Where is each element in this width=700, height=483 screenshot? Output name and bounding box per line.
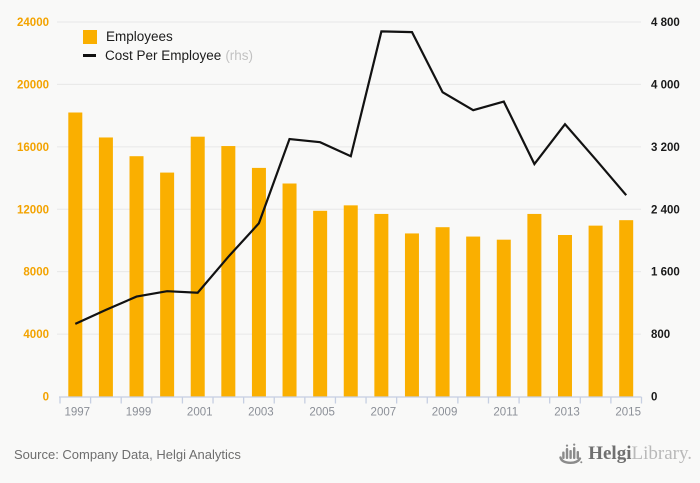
chart-footer: Source: Company Data, Helgi Analytics He…: [0, 431, 700, 483]
svg-text:4 000: 4 000: [651, 79, 680, 91]
bar-2006: [343, 205, 358, 397]
svg-text:2011: 2011: [493, 407, 518, 419]
svg-text:8000: 8000: [23, 267, 49, 279]
bar-2000: [160, 172, 175, 397]
svg-text:2007: 2007: [371, 407, 397, 419]
svg-text:2001: 2001: [187, 407, 213, 419]
chart-legend: Employees Cost Per Employee (rhs): [83, 27, 253, 65]
bar-2008: [404, 233, 419, 397]
line-swatch-icon: [83, 54, 96, 57]
bar-1998: [98, 137, 113, 397]
employees-bars: [68, 112, 634, 397]
svg-text:2005: 2005: [309, 407, 335, 419]
chart-canvas: 1997 1999 2001 2003 2005 2007 2009 2011 2013 2015…: [17, 17, 680, 419]
bar-2009: [435, 227, 450, 397]
svg-text:2015: 2015: [615, 407, 641, 419]
svg-text:4 800: 4 800: [651, 17, 680, 29]
bar-2010: [466, 236, 481, 397]
legend-label: Cost Per Employee: [105, 48, 222, 63]
bar-2005: [313, 210, 328, 397]
svg-text:0: 0: [651, 392, 657, 404]
svg-text:12000: 12000: [17, 204, 49, 216]
bar-2007: [374, 213, 389, 397]
svg-text:2009: 2009: [432, 407, 458, 419]
svg-text:2013: 2013: [554, 407, 580, 419]
svg-text:1 600: 1 600: [651, 267, 680, 279]
svg-text:4000: 4000: [23, 329, 49, 341]
legend-label: Employees: [106, 29, 173, 44]
x-axis: [59, 396, 643, 404]
legend-axis-hint: (rhs): [225, 48, 254, 63]
bar-2013: [557, 234, 572, 397]
svg-text:2 400: 2 400: [651, 204, 680, 216]
x-axis-labels: 1997 1999 2001 2003 2005 2007 2009 2011 2013 2015: [65, 407, 641, 419]
bar-2003: [251, 167, 266, 397]
helgi-ship-icon: [559, 443, 583, 465]
legend-item-cost-per-employee[interactable]: Cost Per Employee (rhs): [83, 46, 253, 65]
bar-1997: [68, 112, 83, 397]
bar-swatch-icon: [83, 29, 97, 44]
bar-2015: [619, 220, 634, 397]
bar-2004: [282, 183, 297, 397]
svg-text:800: 800: [651, 329, 670, 341]
bar-2001: [190, 136, 205, 397]
bar-2014: [588, 225, 603, 397]
logo-wordmark: HelgiLibrary.: [588, 443, 692, 464]
svg-text:3 200: 3 200: [651, 142, 680, 154]
bar-2002: [221, 146, 236, 397]
bar-2011: [496, 239, 511, 397]
svg-text:1997: 1997: [65, 407, 91, 419]
cost-per-employee-line: [74, 30, 628, 325]
helgi-library-logo[interactable]: HelgiLibrary.: [559, 442, 692, 466]
svg-text:24000: 24000: [17, 17, 49, 29]
right-axis-labels: 0 800 1 600 2 400 3 200 4 000 4 800: [651, 17, 680, 404]
svg-text:16000: 16000: [17, 142, 49, 154]
bar-1999: [129, 156, 144, 397]
svg-text:1999: 1999: [126, 407, 152, 419]
legend-item-employees[interactable]: Employees: [83, 27, 253, 46]
source-note: Source: Company Data, Helgi Analytics: [14, 446, 241, 462]
left-axis-labels: 0 4000 8000 12000 16000 20000 24000: [17, 17, 49, 404]
bar-2012: [527, 213, 542, 397]
svg-text:2003: 2003: [248, 407, 274, 419]
svg-text:0: 0: [43, 392, 49, 404]
svg-text:20000: 20000: [17, 79, 49, 91]
